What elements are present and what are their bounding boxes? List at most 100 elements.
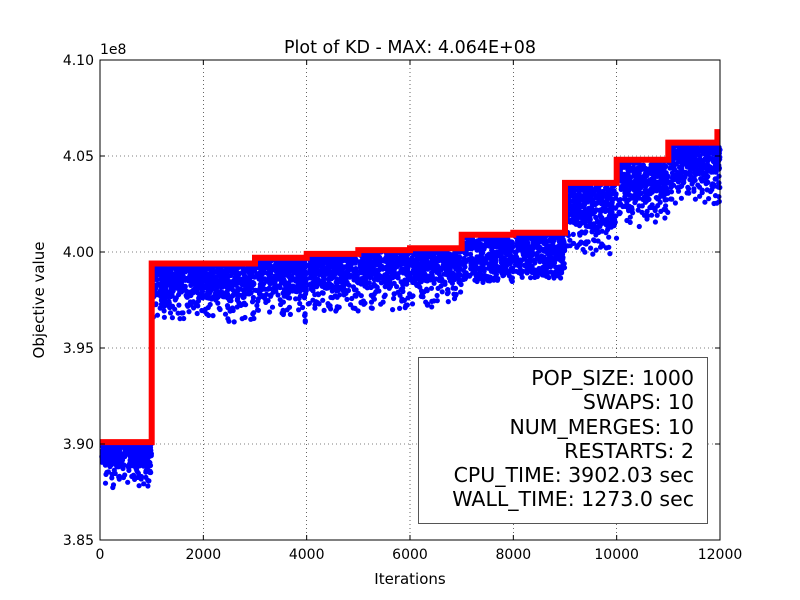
population-point [315, 270, 321, 276]
population-point [639, 209, 645, 215]
population-point [455, 265, 461, 271]
population-point [593, 247, 599, 253]
population-point [663, 186, 669, 192]
population-point [267, 286, 273, 292]
population-point [454, 253, 460, 259]
population-point [329, 274, 335, 280]
population-point [712, 167, 719, 174]
population-point [519, 268, 525, 274]
population-point [222, 311, 229, 317]
population-point [158, 276, 164, 282]
population-point [420, 275, 426, 281]
population-point [649, 212, 655, 218]
population-point [716, 194, 722, 200]
population-point [431, 258, 437, 264]
population-point [517, 260, 523, 267]
population-point [388, 269, 394, 275]
population-point [627, 219, 633, 225]
population-point [191, 305, 197, 311]
population-point [186, 309, 192, 315]
population-point [624, 200, 630, 206]
population-point [542, 235, 548, 241]
population-point [122, 451, 128, 457]
population-point [143, 454, 150, 460]
population-point [528, 244, 535, 250]
population-point [606, 220, 612, 226]
population-point [182, 286, 188, 292]
population-point [301, 282, 307, 288]
population-point [403, 254, 409, 260]
population-point [527, 256, 533, 262]
population-point [445, 287, 451, 293]
population-point [104, 469, 110, 475]
population-point [425, 273, 431, 279]
population-point [157, 283, 163, 289]
population-point [110, 484, 116, 491]
y-tick-label: 4.10 [63, 53, 94, 69]
population-point [287, 283, 293, 289]
population-point [358, 281, 364, 287]
population-point [639, 203, 645, 209]
population-point [320, 297, 326, 303]
population-point [226, 286, 232, 292]
population-point [395, 258, 401, 265]
population-point [675, 188, 682, 194]
population-point [257, 284, 263, 291]
population-point [567, 237, 573, 243]
population-point [699, 187, 705, 193]
population-point [139, 444, 145, 450]
population-point [507, 268, 513, 274]
population-point [375, 277, 381, 283]
population-point [225, 316, 231, 322]
population-point [394, 284, 400, 290]
population-point [638, 167, 644, 173]
population-point [620, 203, 626, 210]
population-point [575, 242, 581, 248]
population-point [302, 275, 309, 281]
population-point [225, 293, 231, 299]
population-point [664, 175, 671, 181]
population-point [370, 264, 376, 270]
x-tick-label: 4000 [289, 547, 325, 563]
population-point [195, 303, 201, 309]
population-point [296, 269, 302, 275]
population-point [409, 301, 416, 307]
population-point [350, 284, 356, 290]
population-point [494, 244, 500, 250]
population-point [623, 183, 629, 189]
population-point [534, 250, 540, 256]
population-point [124, 446, 130, 452]
population-point [697, 193, 703, 199]
population-point [223, 280, 230, 286]
population-point [513, 261, 519, 267]
population-point [126, 464, 132, 471]
population-point [423, 253, 429, 259]
population-point [599, 241, 605, 247]
population-point [431, 280, 437, 286]
population-point [265, 298, 271, 304]
population-point [576, 193, 582, 199]
population-point [378, 280, 384, 286]
population-point [426, 265, 433, 271]
population-point [442, 281, 448, 287]
population-point [498, 241, 505, 247]
population-point [109, 471, 115, 477]
population-point [286, 304, 293, 310]
population-point [611, 191, 617, 197]
population-point [447, 266, 453, 272]
population-point [339, 268, 345, 274]
population-point [120, 474, 127, 481]
population-point [107, 459, 113, 465]
population-point [577, 230, 583, 237]
population-point [235, 277, 241, 283]
population-point [593, 232, 599, 238]
population-point [231, 288, 237, 294]
population-point [439, 258, 446, 264]
population-point [596, 187, 602, 193]
population-point [301, 267, 307, 273]
population-point [405, 270, 411, 276]
population-point [248, 316, 254, 322]
population-point [424, 286, 430, 292]
stats-wall-time: WALL_TIME: 1273.0 sec [452, 487, 694, 512]
population-point [177, 316, 183, 322]
